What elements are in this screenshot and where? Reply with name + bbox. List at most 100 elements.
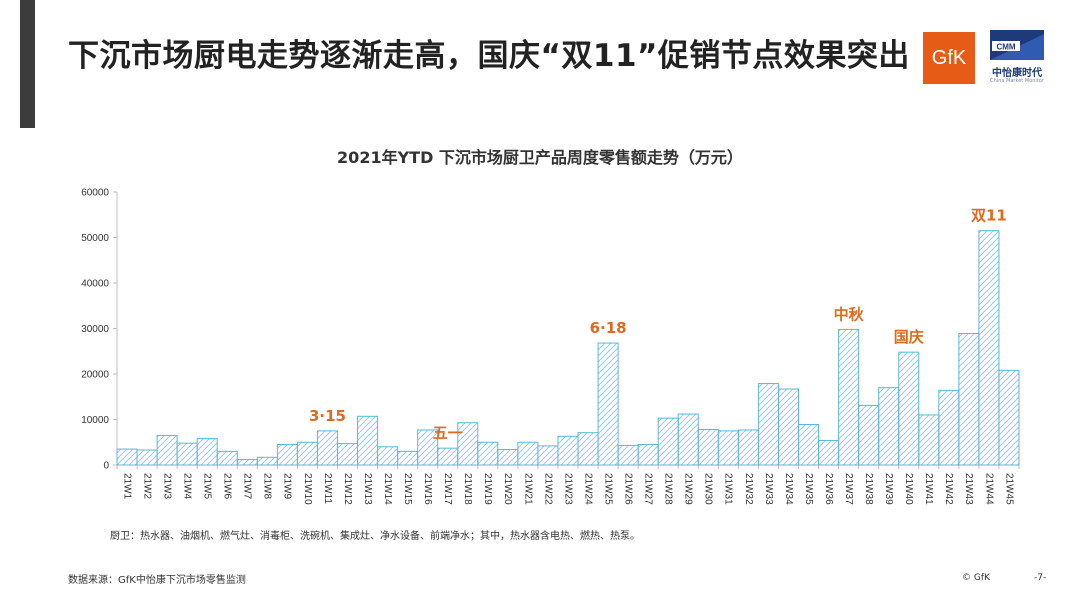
bar-21W7 (236, 459, 258, 466)
x-tick-label: 21W13 (362, 473, 373, 505)
bar-21W40 (898, 351, 920, 466)
bar-21W16 (417, 429, 439, 466)
cmm-logo: CMM 中怡康时代 China Market Monitor (986, 30, 1048, 88)
x-tick-label: 21W26 (622, 473, 633, 505)
gfk-logo-text: GfK (931, 46, 967, 69)
bar-21W35 (798, 424, 820, 466)
bar-21W23 (557, 435, 579, 466)
event-annotation: 双11 (971, 207, 1007, 225)
bar-21W41 (918, 414, 940, 466)
bar-21W31 (717, 430, 739, 466)
bar-21W1 (116, 448, 138, 466)
x-tick-label: 21W31 (723, 473, 734, 505)
x-tick-label: 21W14 (382, 473, 393, 505)
bar-21W11 (316, 430, 338, 466)
data-source: 数据来源：GfK中怡康下沉市场零售监测 (68, 575, 246, 586)
x-tick-label: 21W28 (663, 473, 674, 505)
event-annotation: 6·18 (590, 319, 627, 337)
bar-21W21 (517, 441, 539, 466)
bar-21W37 (838, 328, 860, 466)
x-tick-label: 21W42 (943, 473, 954, 505)
x-tick-label: 21W34 (783, 473, 794, 505)
x-tick-label: 21W32 (743, 473, 754, 505)
bar-21W3 (156, 434, 178, 466)
y-tick-label: 10000 (81, 415, 109, 426)
bar-21W19 (477, 441, 499, 466)
x-tick-label: 21W35 (803, 473, 814, 505)
x-tick-label: 21W38 (863, 473, 874, 505)
y-tick-label: 20000 (81, 370, 109, 381)
bar-21W10 (296, 441, 318, 466)
bar-21W27 (637, 444, 659, 466)
bar-21W36 (818, 439, 840, 466)
bar-21W30 (697, 429, 719, 466)
x-tick-label: 21W5 (202, 473, 213, 500)
bar-21W20 (497, 449, 519, 466)
bar-21W8 (256, 456, 278, 466)
x-tick-label: 21W22 (542, 473, 553, 505)
x-tick-label: 21W1 (121, 473, 132, 500)
bar-21W17 (437, 447, 459, 466)
x-tick-label: 21W15 (402, 473, 413, 505)
bar-21W22 (537, 445, 559, 466)
bar-21W14 (377, 446, 399, 466)
page-number: -7- (1034, 573, 1047, 583)
y-tick-label: 60000 (81, 188, 109, 199)
bar-21W2 (136, 449, 158, 466)
bar-21W28 (657, 417, 679, 466)
x-tick-label: 21W23 (562, 473, 573, 505)
x-tick-label: 21W6 (222, 473, 233, 500)
x-tick-label: 21W43 (963, 473, 974, 505)
bar-21W38 (858, 404, 880, 466)
bar-21W26 (617, 444, 639, 466)
chart-footnote: 厨卫：热水器、油烟机、燃气灶、消毒柜、洗碗机、集成灶、净水设备、前端净水；其中，… (110, 531, 640, 542)
x-tick-label: 21W44 (983, 473, 994, 505)
event-annotation: 3·15 (309, 407, 346, 425)
bar-21W13 (357, 415, 379, 466)
gfk-logo: GfK (923, 32, 975, 84)
bar-21W43 (958, 333, 980, 466)
x-tick-label: 21W27 (643, 473, 654, 505)
bar-21W4 (176, 442, 198, 466)
bar-21W15 (397, 450, 419, 466)
x-tick-label: 21W4 (182, 473, 193, 500)
bar-21W24 (577, 432, 599, 466)
bar-21W6 (216, 450, 238, 466)
slide-title: 下沉市场厨电走势逐渐走高，国庆“双11”促销节点效果突出 (68, 38, 910, 74)
chart-title: 2021年YTD 下沉市场厨卫产品周度零售额走势（万元） (337, 148, 743, 167)
bar-21W29 (677, 413, 699, 466)
x-tick-label: 21W36 (823, 473, 834, 505)
x-tick-label: 21W24 (582, 473, 593, 505)
event-annotation: 中秋 (834, 305, 865, 323)
x-tick-label: 21W41 (923, 473, 934, 505)
copyright: © GfK (962, 573, 990, 583)
event-annotation: 五一 (433, 424, 463, 442)
x-tick-label: 21W12 (342, 473, 353, 505)
x-tick-label: 21W19 (482, 473, 493, 505)
x-tick-label: 21W16 (422, 473, 433, 505)
x-tick-label: 21W33 (763, 473, 774, 505)
x-tick-label: 21W40 (903, 473, 914, 505)
x-tick-label: 21W30 (703, 473, 714, 505)
x-tick-label: 21W39 (883, 473, 894, 505)
cmm-logo-name: 中怡康时代 (992, 68, 1042, 79)
x-tick-label: 21W37 (843, 473, 854, 505)
x-tick-label: 21W8 (262, 473, 273, 500)
x-tick-label: 21W7 (242, 473, 253, 500)
x-tick-label: 21W29 (683, 473, 694, 505)
cmm-logo-mark: CMM (990, 30, 1044, 60)
x-tick-label: 21W3 (161, 473, 172, 500)
bar-21W5 (196, 438, 218, 466)
bar-21W34 (777, 388, 800, 466)
bar-21W12 (336, 443, 359, 466)
bar-21W25 (597, 342, 619, 466)
event-annotation: 国庆 (894, 328, 924, 346)
y-tick-label: 0 (103, 461, 109, 472)
x-tick-label: 21W2 (141, 473, 152, 500)
bar-21W44 (978, 230, 1000, 466)
x-tick-label: 21W18 (462, 473, 473, 505)
bar-21W42 (938, 389, 960, 466)
left-accent-bar (20, 0, 35, 128)
bar-21W32 (737, 429, 759, 466)
